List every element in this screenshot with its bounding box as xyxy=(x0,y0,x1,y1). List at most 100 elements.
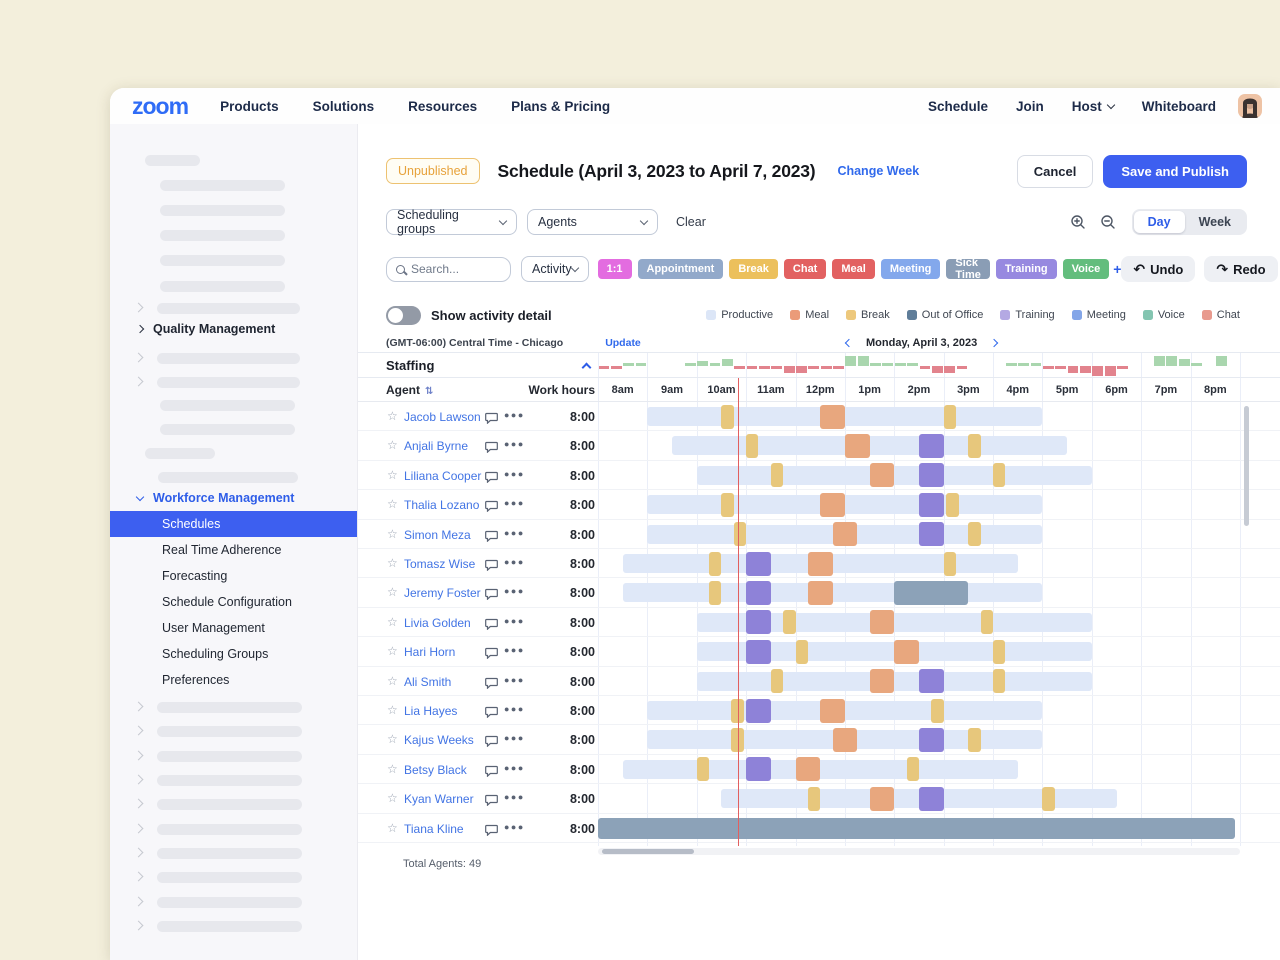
agent-name-link[interactable]: Thalia Lozano xyxy=(404,498,480,513)
break-activity-block[interactable] xyxy=(946,492,959,517)
favorite-star-icon[interactable]: ☆ xyxy=(387,497,398,512)
sidebar-item-user-management[interactable]: User Management xyxy=(162,621,265,635)
training-activity-block[interactable] xyxy=(746,639,771,664)
sidebar-item-quality-management[interactable]: Quality Management xyxy=(110,317,357,341)
meal-activity-block[interactable] xyxy=(869,669,895,694)
change-week-link[interactable]: Change Week xyxy=(837,164,920,178)
agent-name-link[interactable]: Kajus Weeks xyxy=(404,733,474,748)
nav-link-products[interactable]: Products xyxy=(220,98,279,114)
sidebar-item-scheduling-groups[interactable]: Scheduling Groups xyxy=(162,647,269,661)
more-options-button[interactable]: ●●● xyxy=(504,792,525,803)
agent-name-link[interactable]: Jacob Lawson xyxy=(404,410,481,424)
break-activity-block[interactable] xyxy=(993,669,1006,694)
chat-bubble-icon[interactable] xyxy=(485,529,498,547)
avatar[interactable] xyxy=(1238,94,1262,118)
break-activity-block[interactable] xyxy=(943,404,957,429)
meal-activity-block[interactable] xyxy=(894,639,919,664)
activity-chip-sick-time[interactable]: Sick Time xyxy=(946,257,990,281)
favorite-star-icon[interactable]: ☆ xyxy=(387,761,398,776)
break-activity-block[interactable] xyxy=(731,727,744,752)
sidebar-item-schedule-configuration[interactable]: Schedule Configuration xyxy=(162,595,292,609)
chat-bubble-icon[interactable] xyxy=(485,617,498,635)
meal-activity-block[interactable] xyxy=(820,404,845,429)
break-activity-block[interactable] xyxy=(980,610,994,635)
favorite-star-icon[interactable]: ☆ xyxy=(387,614,398,629)
training-activity-block[interactable] xyxy=(746,757,771,782)
meal-activity-block[interactable] xyxy=(820,698,845,723)
undo-button[interactable]: ↶ Undo xyxy=(1121,256,1196,282)
break-activity-block[interactable] xyxy=(943,551,957,576)
agent-name-link[interactable]: Kyan Warner xyxy=(404,792,474,807)
chat-bubble-icon[interactable] xyxy=(485,793,498,811)
favorite-star-icon[interactable]: ☆ xyxy=(387,644,398,659)
activity-chip-appointment[interactable]: Appointment xyxy=(637,259,724,279)
favorite-star-icon[interactable]: ☆ xyxy=(387,409,398,423)
favorite-star-icon[interactable]: ☆ xyxy=(387,820,398,835)
favorite-star-icon[interactable]: ☆ xyxy=(387,703,398,717)
more-options-button[interactable]: ●●● xyxy=(504,674,525,685)
chat-bubble-icon[interactable] xyxy=(485,734,498,752)
cancel-button[interactable]: Cancel xyxy=(1016,154,1094,188)
activity-chip-chat[interactable]: Chat xyxy=(783,259,827,279)
nav-link-join[interactable]: Join xyxy=(1015,98,1044,114)
training-activity-block[interactable] xyxy=(919,492,944,517)
agent-name-link[interactable]: Liliana Cooper xyxy=(404,468,482,483)
show-activity-detail-toggle[interactable] xyxy=(386,305,421,325)
sidebar-item-forecasting[interactable]: Forecasting xyxy=(162,569,228,583)
agent-name-link[interactable]: Tomasz Wise xyxy=(404,557,476,571)
chat-bubble-icon[interactable] xyxy=(485,823,498,841)
meal-activity-block[interactable] xyxy=(795,757,821,782)
break-activity-block[interactable] xyxy=(709,551,722,576)
ooo-activity-block[interactable] xyxy=(894,580,969,605)
collapse-staffing-icon[interactable] xyxy=(581,362,592,373)
favorite-star-icon[interactable]: ☆ xyxy=(387,673,398,688)
break-activity-block[interactable] xyxy=(733,522,747,547)
meal-activity-block[interactable] xyxy=(807,580,833,605)
more-options-button[interactable]: ●●● xyxy=(504,615,525,626)
meal-activity-block[interactable] xyxy=(869,610,895,635)
break-activity-block[interactable] xyxy=(906,757,919,782)
redo-button[interactable]: ↷ Redo xyxy=(1204,256,1278,282)
break-activity-block[interactable] xyxy=(968,522,981,547)
meal-activity-block[interactable] xyxy=(844,433,870,458)
meal-activity-block[interactable] xyxy=(869,463,895,488)
agent-name-link[interactable]: Betsy Black xyxy=(404,762,467,777)
productive-shift-bar[interactable] xyxy=(622,759,1018,779)
zoom-logo[interactable]: zoom xyxy=(132,93,189,119)
training-activity-block[interactable] xyxy=(746,698,771,723)
favorite-star-icon[interactable]: ☆ xyxy=(387,438,398,453)
break-activity-block[interactable] xyxy=(721,492,734,517)
training-activity-block[interactable] xyxy=(919,786,944,811)
more-options-button[interactable]: ●●● xyxy=(504,762,525,773)
productive-shift-bar[interactable] xyxy=(696,671,1092,691)
zoom-in-icon[interactable] xyxy=(1070,214,1086,230)
favorite-star-icon[interactable]: ☆ xyxy=(387,556,398,570)
chat-bubble-icon[interactable] xyxy=(485,764,498,782)
more-options-button[interactable]: ●●● xyxy=(504,704,525,714)
search-input[interactable] xyxy=(411,262,501,276)
agent-name-link[interactable]: Hari Horn xyxy=(404,645,456,660)
agent-name-link[interactable]: Lia Hayes xyxy=(404,704,458,718)
previous-day-icon[interactable] xyxy=(844,338,854,348)
sidebar-item-preferences[interactable]: Preferences xyxy=(162,673,230,687)
productive-shift-bar[interactable] xyxy=(721,789,1117,809)
meal-activity-block[interactable] xyxy=(869,786,895,811)
agent-name-link[interactable]: Livia Golden xyxy=(404,615,471,630)
sort-icon[interactable]: ⇅ xyxy=(425,386,434,397)
agent-name-link[interactable]: Anjali Byrne xyxy=(404,439,469,454)
break-activity-block[interactable] xyxy=(709,580,722,605)
save-and-publish-button[interactable]: Save and Publish xyxy=(1103,154,1247,188)
break-activity-block[interactable] xyxy=(931,698,944,723)
break-activity-block[interactable] xyxy=(795,639,808,664)
more-options-button[interactable]: ●●● xyxy=(504,410,525,420)
vertical-scrollbar[interactable] xyxy=(1244,406,1249,526)
more-options-button[interactable]: ●●● xyxy=(504,645,525,656)
training-activity-block[interactable] xyxy=(919,522,944,547)
meal-activity-block[interactable] xyxy=(832,522,858,547)
agent-name-link[interactable]: Jeremy Foster xyxy=(404,586,481,601)
favorite-star-icon[interactable]: ☆ xyxy=(387,467,398,482)
training-activity-block[interactable] xyxy=(919,433,944,458)
nav-link-whiteboard[interactable]: Whiteboard xyxy=(1141,98,1216,114)
more-options-button[interactable]: ●●● xyxy=(504,586,525,597)
agent-name-link[interactable]: Ali Smith xyxy=(404,674,452,689)
